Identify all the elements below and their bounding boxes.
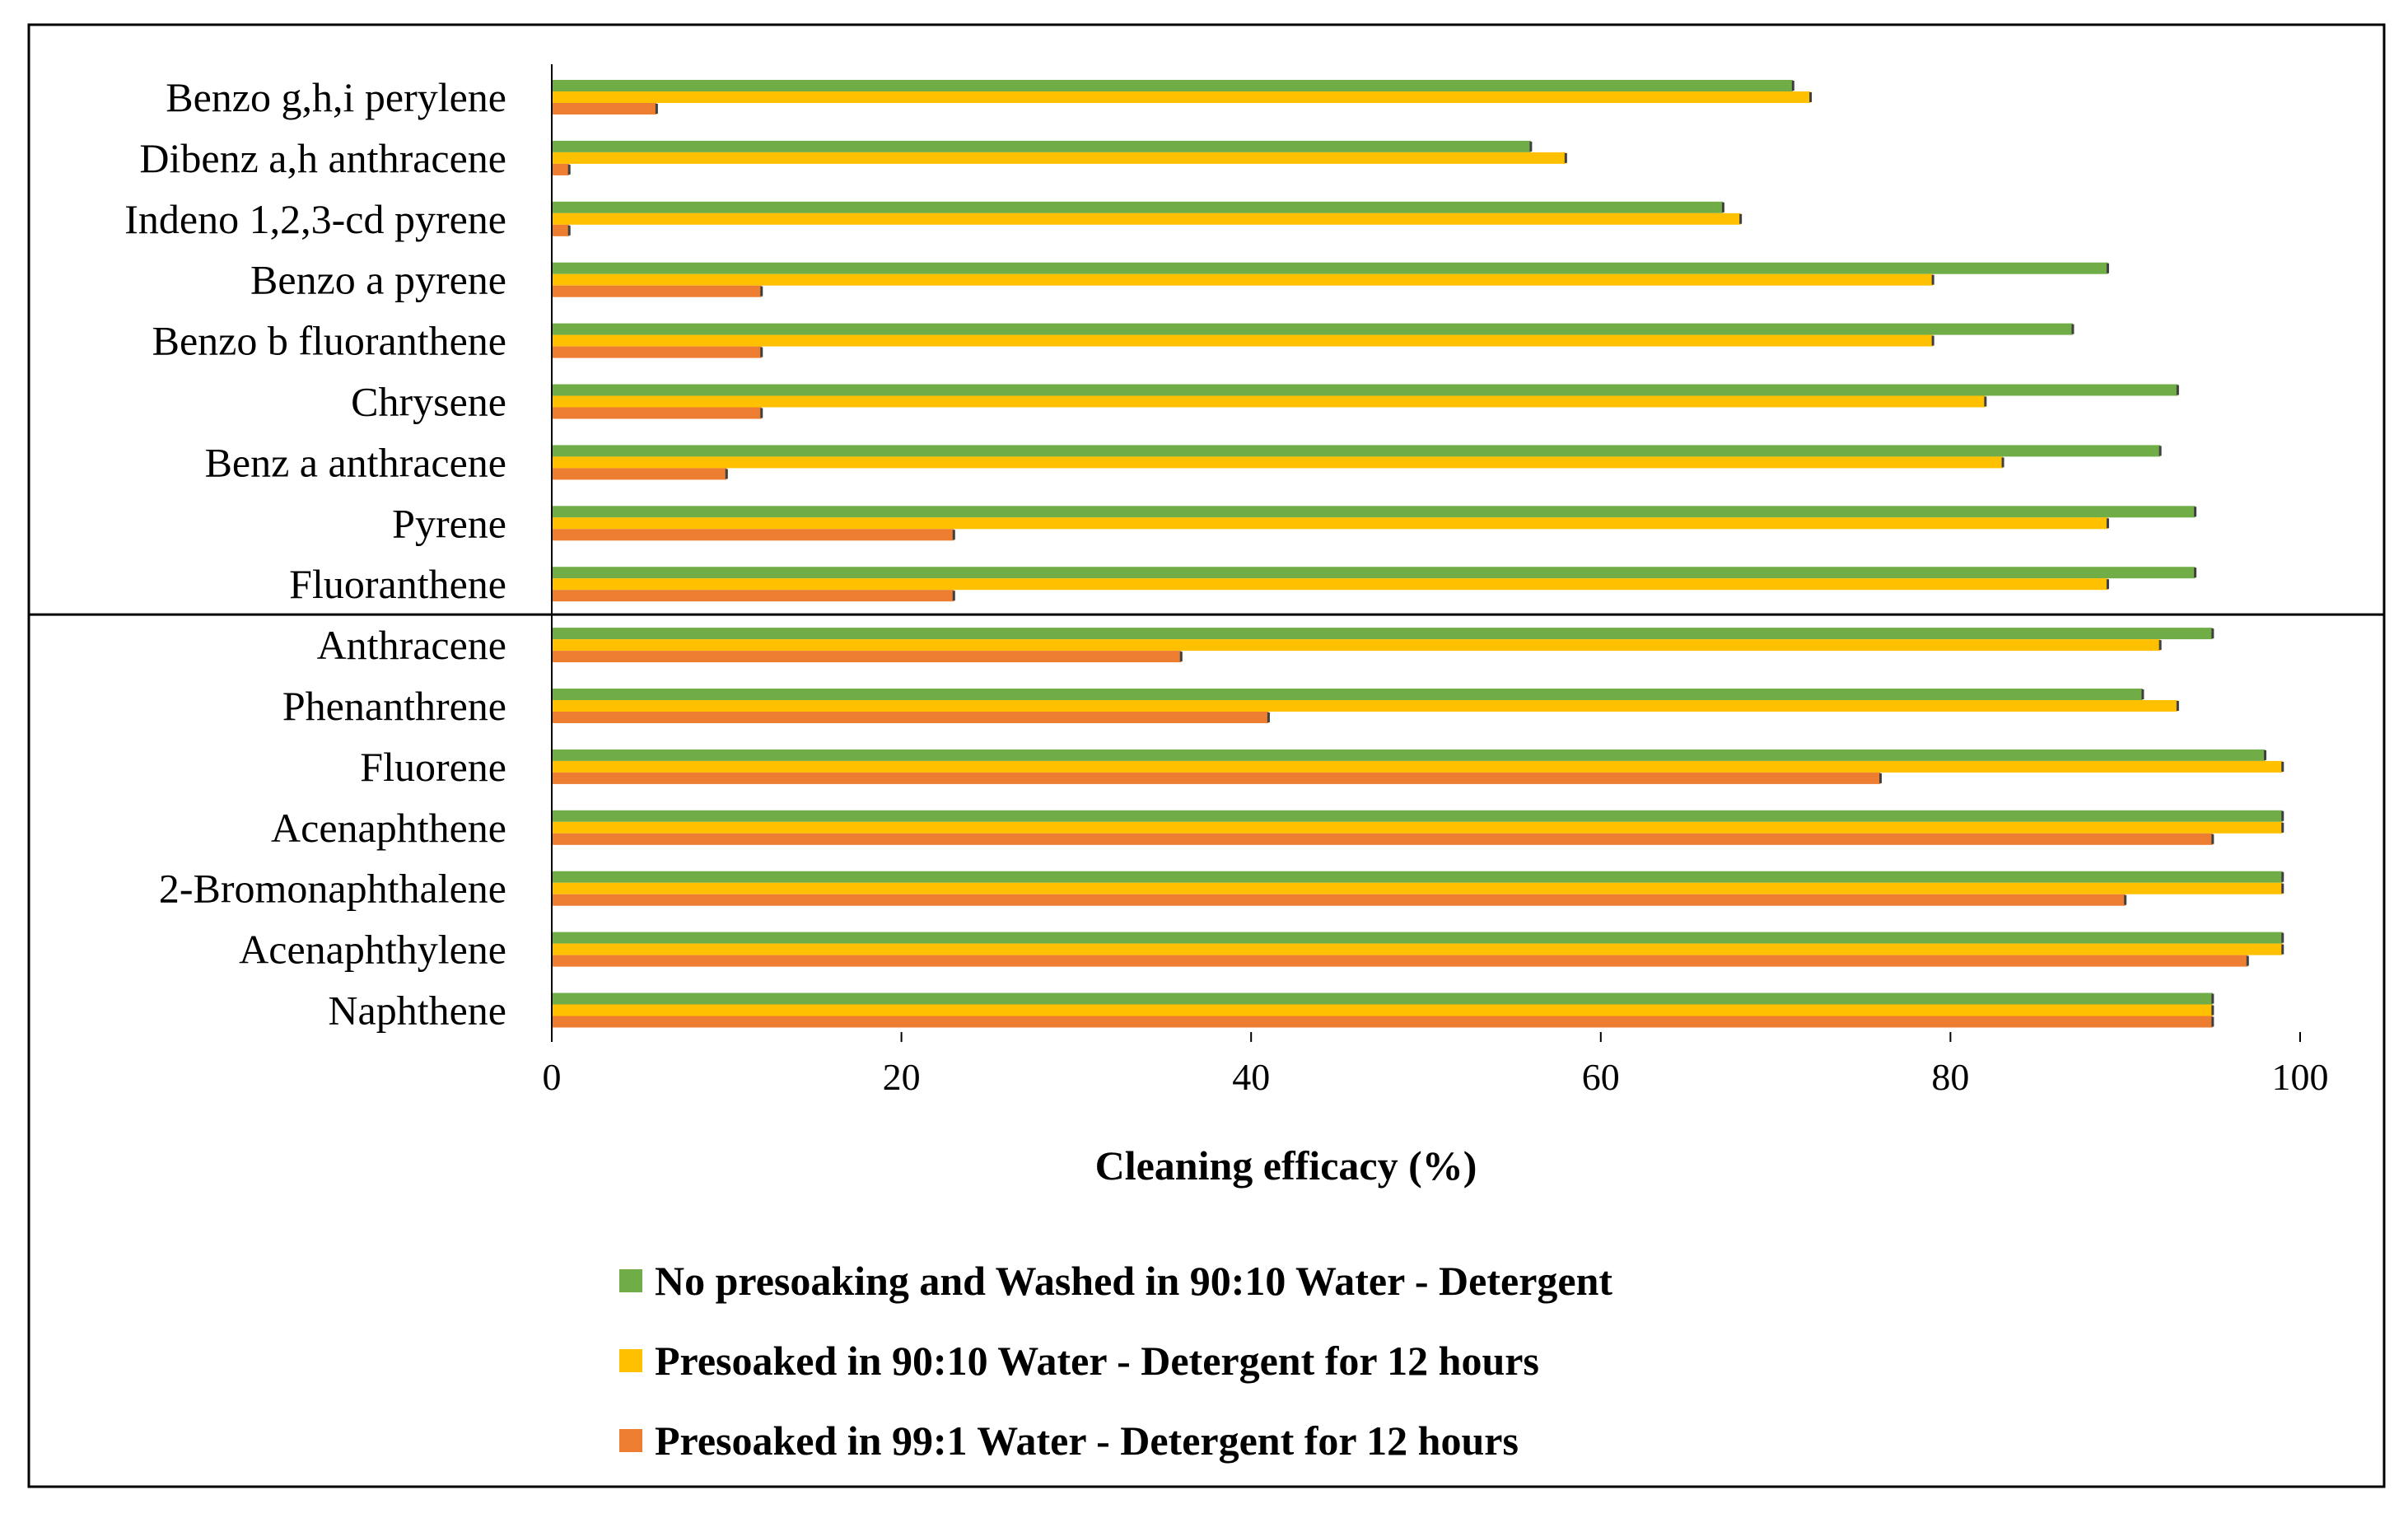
x-axis-ticks: 0 20 40 60 80 100 [543, 1032, 2329, 1098]
bar-s1-0 [552, 91, 1811, 103]
bar-s1-13 [552, 882, 2283, 894]
x-tick-label-5: 100 [2272, 1056, 2329, 1098]
category-label-13: 2-Bromonaphthalene [159, 866, 506, 912]
bars-layer [552, 80, 2283, 1028]
x-tick-label-0: 0 [543, 1056, 562, 1098]
bar-s0-6 [552, 445, 2161, 457]
category-label-14: Acenaphthylene [239, 927, 506, 973]
bar-s1-1 [552, 152, 1566, 164]
bar-s1-12 [552, 821, 2283, 834]
bar-s2-12 [552, 833, 2213, 845]
bar-s2-14 [552, 955, 2248, 967]
bar-s2-5 [552, 407, 762, 419]
bar-s1-7 [552, 517, 2108, 530]
legend-swatch-2 [619, 1429, 642, 1452]
bar-s2-3 [552, 285, 762, 297]
category-label-5: Chrysene [351, 379, 506, 425]
category-label-11: Fluorene [360, 744, 506, 790]
category-label-2: Indeno 1,2,3-cd pyrene [124, 196, 506, 242]
bar-s2-9 [552, 651, 1182, 663]
bar-s2-11 [552, 772, 1881, 784]
bar-s0-9 [552, 628, 2213, 640]
category-label-10: Phenanthrene [282, 683, 506, 729]
bar-s0-2 [552, 201, 1724, 213]
bar-s0-13 [552, 871, 2283, 883]
bar-s1-9 [552, 639, 2161, 652]
bar-s0-5 [552, 384, 2178, 396]
category-label-3: Benzo a pyrene [250, 257, 506, 303]
x-tick-label-1: 20 [883, 1056, 921, 1098]
bar-s0-10 [552, 689, 2143, 700]
bar-s2-7 [552, 529, 954, 541]
category-label-4: Benzo b fluoranthene [152, 318, 506, 364]
bar-s0-1 [552, 140, 1531, 152]
errorbars-layer [567, 81, 2284, 1027]
bar-s1-15 [552, 1004, 2213, 1016]
bar-s0-0 [552, 80, 1794, 91]
category-label-0: Benzo g,h,i perylene [166, 74, 506, 120]
bar-s0-7 [552, 506, 2196, 518]
bar-s0-4 [552, 323, 2074, 335]
x-tick-label-3: 60 [1582, 1056, 1620, 1098]
legend-swatch-1 [619, 1349, 642, 1372]
legend-swatch-0 [619, 1269, 642, 1292]
bar-s1-11 [552, 760, 2283, 773]
bar-s2-13 [552, 894, 2126, 906]
x-tick-label-2: 40 [1232, 1056, 1270, 1098]
legend-label-2: Presoaked in 99:1 Water - Detergent for … [655, 1418, 1519, 1464]
bar-s0-11 [552, 749, 2266, 761]
bar-s1-3 [552, 273, 1934, 286]
category-label-15: Naphthene [328, 988, 506, 1034]
bar-s1-2 [552, 213, 1741, 225]
bar-s0-8 [552, 567, 2196, 579]
category-label-8: Fluoranthene [289, 561, 506, 607]
bar-s1-14 [552, 943, 2283, 955]
bar-s0-12 [552, 810, 2283, 822]
bar-s2-4 [552, 346, 762, 358]
bar-s0-15 [552, 993, 2213, 1005]
category-label-9: Anthracene [317, 622, 506, 668]
category-labels: Benzo g,h,i perylene Dibenz a,h anthracen… [124, 74, 506, 1034]
category-label-1: Dibenz a,h anthracene [139, 135, 506, 181]
category-label-7: Pyrene [392, 500, 506, 546]
bar-s2-10 [552, 712, 1269, 723]
bar-s0-3 [552, 262, 2108, 274]
x-axis-title: Cleaning efficacy (%) [1095, 1142, 1477, 1189]
legend: No presoaking and Washed in 90:10 Water … [619, 1258, 1612, 1464]
bar-s2-8 [552, 590, 954, 602]
bar-s1-8 [552, 578, 2108, 591]
category-label-6: Benz a anthracene [205, 439, 506, 485]
bar-s2-6 [552, 468, 727, 480]
bar-s1-4 [552, 334, 1934, 347]
bar-s1-10 [552, 700, 2178, 712]
x-tick-label-4: 80 [1931, 1056, 1969, 1098]
bar-s2-15 [552, 1016, 2213, 1028]
legend-label-0: No presoaking and Washed in 90:10 Water … [655, 1258, 1612, 1304]
category-label-12: Acenaphthene [271, 805, 506, 851]
bar-s2-0 [552, 103, 657, 114]
bar-s0-14 [552, 932, 2283, 944]
bar-s1-6 [552, 456, 2004, 469]
bar-s2-2 [552, 224, 570, 236]
bar-s2-1 [552, 163, 570, 175]
bar-s1-5 [552, 395, 1986, 408]
legend-label-1: Presoaked in 90:10 Water - Detergent for… [655, 1338, 1539, 1384]
